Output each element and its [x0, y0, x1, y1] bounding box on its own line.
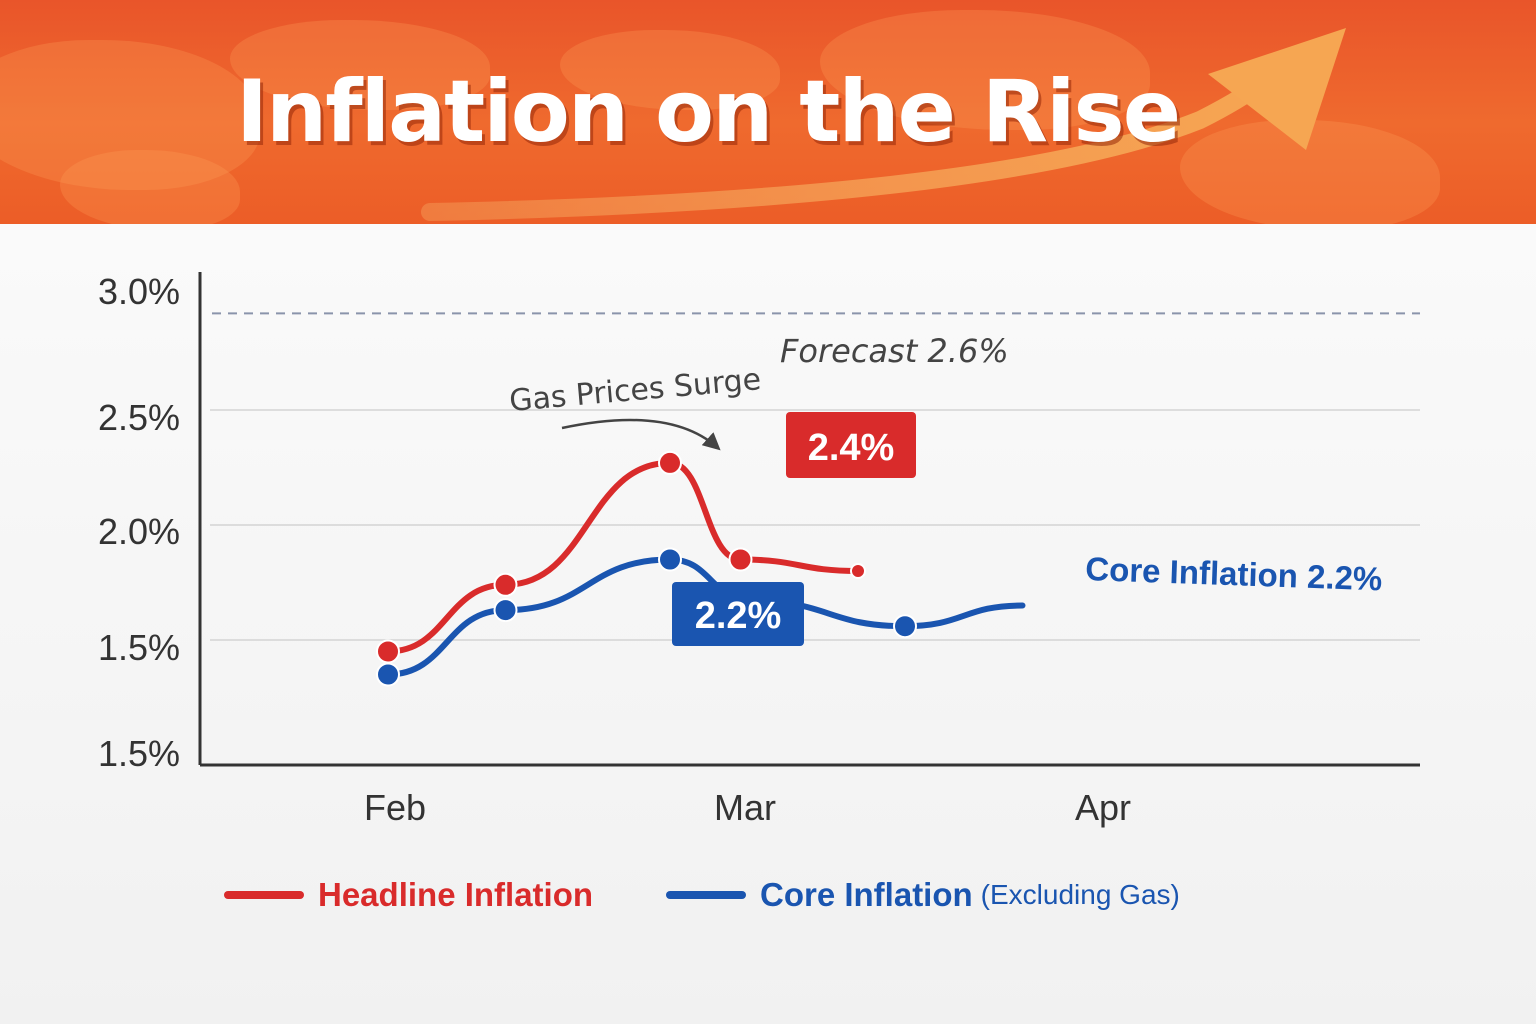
y-tick-label: 2.5% [98, 397, 180, 438]
badge-headline-text: 2.4% [808, 427, 895, 469]
core-series-point [658, 547, 682, 572]
legend-note-core: (Excluding Gas) [980, 879, 1180, 910]
badge-core [672, 582, 804, 646]
core-series-point [376, 662, 400, 687]
page-title: Inflation on the Rise [236, 62, 1181, 162]
x-tick-label: Mar [714, 787, 776, 828]
legend-core: Core Inflation (Excluding Gas) [666, 870, 1180, 920]
x-tick-label: Apr [1075, 787, 1131, 828]
badge-core-text: 2.2% [695, 595, 782, 637]
y-tick-label: 1.5% [98, 733, 180, 774]
headline-series-point [728, 547, 753, 572]
map-decoration [820, 10, 1150, 130]
annotation-forecast: Forecast 2.6% [780, 332, 1009, 370]
core-series-point [493, 598, 518, 623]
badge-headline [786, 412, 916, 478]
headline-series-point [850, 563, 866, 579]
map-decoration [230, 20, 490, 110]
map-decoration [60, 150, 240, 224]
core-series-point [893, 614, 917, 639]
legend-headline: Headline Inflation [224, 870, 601, 920]
legend-swatch-core [666, 891, 746, 899]
map-decoration [0, 40, 260, 190]
headline-series-point [658, 450, 682, 475]
header-banner: Inflation on the Rise [0, 0, 1536, 224]
legend-label-core: Core Inflation [760, 876, 973, 913]
legend-label-headline: Headline Inflation [318, 876, 594, 913]
y-tick-label: 1.5% [98, 627, 180, 668]
map-decoration [560, 30, 780, 110]
trend-arrow-icon [421, 28, 1346, 221]
headline-series-point [493, 572, 518, 597]
y-tick-label: 2.0% [98, 511, 180, 552]
x-tick-label: Feb [364, 787, 426, 828]
core-series-label: Core Inflation 2.2% [1085, 550, 1383, 597]
y-tick-label: 3.0% [98, 271, 180, 312]
annotation-arrow [561, 418, 721, 451]
headline-series-point [376, 639, 400, 664]
headline-series-line [385, 459, 861, 655]
legend-swatch-headline [224, 891, 304, 899]
